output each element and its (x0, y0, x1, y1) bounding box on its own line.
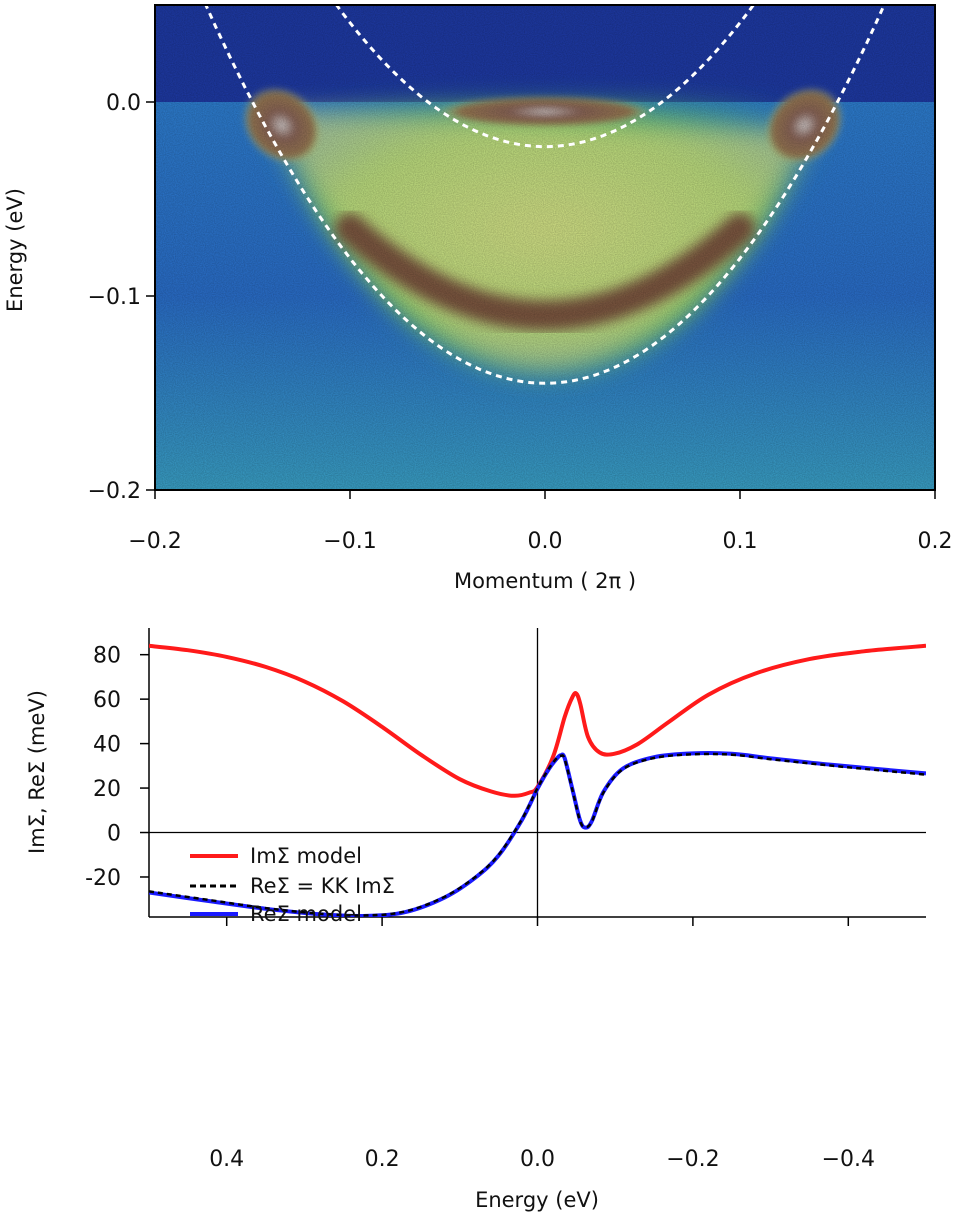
heatmap-x-tick-label: −0.2 (128, 529, 181, 554)
arpes-heatmap-panel: −0.2 −0.1 0.0 0.1 0.2 0.0 −0.1 −0.2 Momentum (… (3, 4, 953, 593)
heatmap-x-tick-label: 0.2 (918, 529, 953, 554)
outer-band-dashed-line (204, 5, 886, 385)
heatmap-y-tick-label: −0.1 (88, 285, 141, 310)
heatmap-x-tick-label: 0.1 (723, 529, 758, 554)
line-chart-x-tick-label: 0.2 (365, 1147, 400, 1172)
legend-label-re-sigma-model: ReΣ model (250, 902, 362, 926)
heatmap-y-axis: 0.0 −0.1 −0.2 (88, 91, 155, 504)
heatmap-y-axis-title: Energy (eV) (3, 188, 27, 312)
line-chart-y-tick-label: 80 (93, 644, 121, 669)
legend-label-im-sigma-model: ImΣ model (250, 844, 362, 868)
legend-label-re-sigma-kk: ReΣ = KK ImΣ (250, 874, 395, 898)
series-im-sigma-model (149, 643, 926, 798)
line-chart-y-tick-label: 20 (93, 777, 121, 802)
heatmap-y-tick-label: −0.2 (88, 479, 141, 504)
series-re-sigma-kk (149, 752, 926, 917)
line-chart-y-axis-title: ImΣ, ReΣ (meV) (25, 690, 49, 854)
heatmap-x-axis: −0.2 −0.1 0.0 0.1 0.2 (128, 490, 953, 554)
line-chart-x-tick-label: −0.4 (822, 1147, 875, 1172)
line-chart-y-tick-label: 0 (107, 822, 121, 847)
self-energy-line-panel: 0.4 0.2 0.0 −0.2 −0.4 80 60 40 20 0 -20 Energy (e… (25, 628, 926, 1212)
heatmap-noise-texture (155, 5, 935, 490)
line-chart-x-axis-title: Energy (eV) (475, 1188, 599, 1212)
line-chart-y-tick-label: -20 (85, 866, 121, 891)
line-chart-y-axis: 80 60 40 20 0 -20 (85, 644, 149, 891)
line-chart-y-tick-label: 60 (93, 688, 121, 713)
heatmap-y-tick-label: 0.0 (106, 91, 141, 116)
legend: ImΣ model ReΣ = KK ImΣ ReΣ model (190, 844, 395, 926)
heatmap-x-tick-label: 0.0 (528, 529, 563, 554)
heatmap-x-tick-label: −0.1 (323, 529, 376, 554)
inner-band-dashed-line (334, 5, 756, 149)
heatmap-image (155, 5, 935, 490)
line-chart-x-tick-label: 0.0 (520, 1147, 555, 1172)
line-chart-x-tick-label: 0.4 (209, 1147, 244, 1172)
line-chart-x-tick-label: −0.2 (666, 1147, 719, 1172)
heatmap-x-axis-title: Momentum ( 2π ) (454, 569, 636, 593)
line-chart-x-axis: 0.4 0.2 0.0 −0.2 −0.4 (209, 917, 875, 1172)
line-chart-y-tick-label: 40 (93, 733, 121, 758)
